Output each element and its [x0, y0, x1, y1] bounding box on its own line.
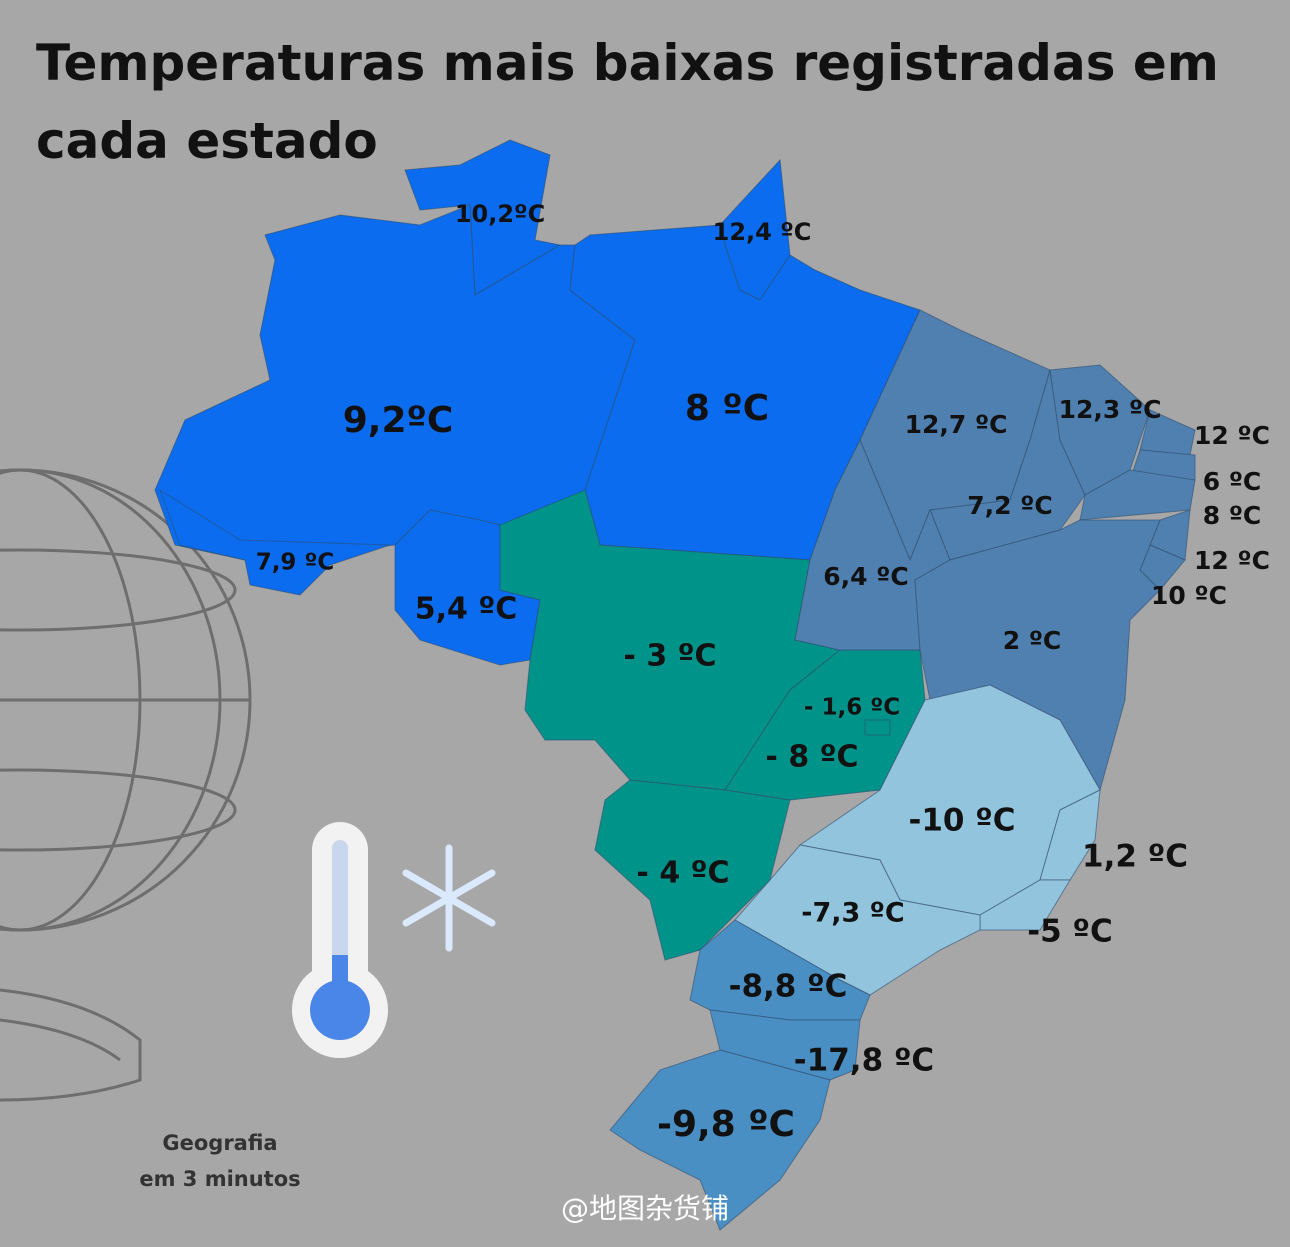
temperature-label: - 3 ºC: [623, 639, 716, 674]
state-shape: [724, 649, 926, 801]
state-shape: [864, 719, 891, 736]
state-shape: [1079, 469, 1196, 521]
temperature-label: 2 ºC: [1003, 626, 1062, 655]
temperature-label: 7,2 ºC: [967, 491, 1052, 520]
temperature-label: -17,8 ºC: [794, 1043, 934, 1079]
temperature-label: 7,9 ºC: [256, 550, 335, 576]
globe-decoration: [0, 468, 252, 1102]
temperature-label: 8 ºC: [1203, 501, 1262, 530]
temperature-label: 8 ºC: [685, 388, 769, 429]
state-shape: [404, 139, 562, 296]
state-shape: [734, 844, 981, 996]
state-shape: [609, 1049, 831, 1231]
temperature-label: - 4 ºC: [636, 856, 729, 891]
watermark: @地图杂货铺: [561, 1192, 729, 1225]
state-shape: [159, 488, 391, 596]
temperature-label: -5 ºC: [1027, 914, 1112, 950]
temperature-label: 12,4 ºC: [713, 218, 812, 246]
temperature-label: -9,8 ºC: [657, 1104, 795, 1145]
credit-line: Geografia: [162, 1131, 277, 1155]
temperature-label: -10 ºC: [908, 803, 1015, 839]
temperature-label: 12,7 ºC: [905, 410, 1008, 439]
temperature-label: 12 ºC: [1194, 421, 1270, 450]
temperature-label: 5,4 ºC: [415, 592, 518, 627]
temperature-label: - 1,6 ºC: [804, 695, 900, 721]
states: [154, 139, 1196, 1231]
state-shape: [914, 519, 1161, 792]
state-labels: 10,2ºC 12,4 ºC 9,2ºC 8 ºC 7,9 ºC 5,4 ºC - 3 ºC…: [256, 200, 1270, 1145]
temperature-label: 10 ºC: [1151, 581, 1227, 610]
title-line: cada estado: [36, 112, 378, 170]
temperature-label: 9,2ºC: [343, 400, 454, 441]
temperature-label: 6,4 ºC: [823, 562, 908, 591]
temperature-label: 10,2ºC: [455, 200, 545, 228]
temperature-label: -8,8 ºC: [729, 969, 848, 1005]
temperature-label: 12,3 ºC: [1059, 395, 1162, 424]
state-shape: [569, 224, 921, 561]
title-line: Temperaturas mais baixas registradas em: [36, 34, 1219, 92]
temperature-label: - 8 ºC: [765, 740, 858, 775]
snowflake-icon: [402, 844, 496, 952]
state-shape: [1039, 789, 1101, 881]
state-shape: [594, 779, 791, 961]
credit-line: em 3 minutos: [139, 1167, 300, 1191]
thermometer-icon: [292, 822, 388, 1058]
temperature-label: 1,2 ºC: [1082, 839, 1188, 875]
temperature-label: 12 ºC: [1194, 546, 1270, 575]
temperature-label: -7,3 ºC: [801, 898, 904, 929]
state-shape: [979, 879, 1071, 931]
temperature-label: 6 ºC: [1203, 467, 1262, 496]
